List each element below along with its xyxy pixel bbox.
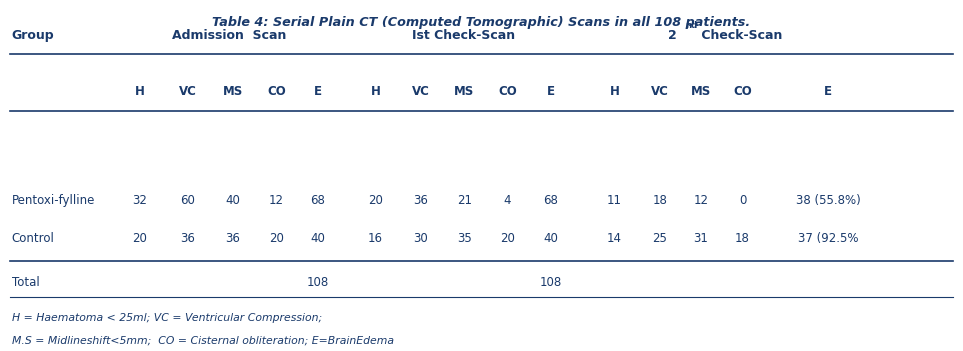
Text: 25: 25 [652, 232, 667, 245]
Text: 30: 30 [413, 232, 429, 245]
Text: Check-Scan: Check-Scan [697, 28, 783, 42]
Text: 12: 12 [269, 193, 284, 207]
Text: Control: Control [12, 232, 55, 245]
Text: 20: 20 [500, 232, 515, 245]
Text: 68: 68 [310, 193, 325, 207]
Text: 40: 40 [310, 232, 325, 245]
Text: 20: 20 [269, 232, 284, 245]
Text: VC: VC [651, 85, 668, 98]
Text: 16: 16 [368, 232, 383, 245]
Text: 68: 68 [543, 193, 559, 207]
Text: 2: 2 [668, 28, 677, 42]
Text: 31: 31 [693, 232, 709, 245]
Text: H: H [135, 85, 144, 98]
Text: 36: 36 [413, 193, 429, 207]
Text: 60: 60 [180, 193, 195, 207]
Text: M.S = Midlineshift<5mm;  CO = Cisternal obliteration; E=BrainEdema: M.S = Midlineshift<5mm; CO = Cisternal o… [12, 336, 394, 345]
Text: 12: 12 [693, 193, 709, 207]
Text: 32: 32 [132, 193, 147, 207]
Text: E: E [824, 85, 832, 98]
Text: Total: Total [12, 276, 39, 289]
Text: 35: 35 [456, 232, 472, 245]
Text: 20: 20 [368, 193, 383, 207]
Text: 36: 36 [180, 232, 195, 245]
Text: VC: VC [179, 85, 196, 98]
Text: E: E [547, 85, 555, 98]
Text: VC: VC [412, 85, 429, 98]
Text: 0: 0 [739, 193, 746, 207]
Text: 14: 14 [607, 232, 622, 245]
Text: MS: MS [690, 85, 712, 98]
Text: 38 (55.8%): 38 (55.8%) [795, 193, 861, 207]
Text: 37 (92.5%: 37 (92.5% [798, 232, 858, 245]
Text: Table 4: Serial Plain CT (Computed Tomographic) Scans in all 108 patients.: Table 4: Serial Plain CT (Computed Tomog… [213, 16, 750, 29]
Text: 18: 18 [735, 232, 750, 245]
Text: H: H [371, 85, 380, 98]
Text: Pentoxi-fylline: Pentoxi-fylline [12, 193, 95, 207]
Text: H: H [610, 85, 619, 98]
Text: 18: 18 [652, 193, 667, 207]
Text: 40: 40 [543, 232, 559, 245]
Text: 40: 40 [225, 193, 241, 207]
Text: 36: 36 [225, 232, 241, 245]
Text: E: E [314, 85, 322, 98]
Text: nd: nd [686, 21, 698, 30]
Text: 11: 11 [607, 193, 622, 207]
Text: CO: CO [498, 85, 517, 98]
Text: MS: MS [454, 85, 475, 98]
Text: 20: 20 [132, 232, 147, 245]
Text: 108: 108 [306, 276, 329, 289]
Text: 4: 4 [504, 193, 511, 207]
Text: Admission  Scan: Admission Scan [171, 28, 286, 42]
Text: Ist Check-Scan: Ist Check-Scan [411, 28, 515, 42]
Text: 108: 108 [539, 276, 562, 289]
Text: CO: CO [733, 85, 752, 98]
Text: MS: MS [222, 85, 244, 98]
Text: Group: Group [12, 28, 54, 42]
Text: H = Haematoma < 25ml; VC = Ventricular Compression;: H = Haematoma < 25ml; VC = Ventricular C… [12, 313, 322, 323]
Text: 21: 21 [456, 193, 472, 207]
Text: CO: CO [267, 85, 286, 98]
